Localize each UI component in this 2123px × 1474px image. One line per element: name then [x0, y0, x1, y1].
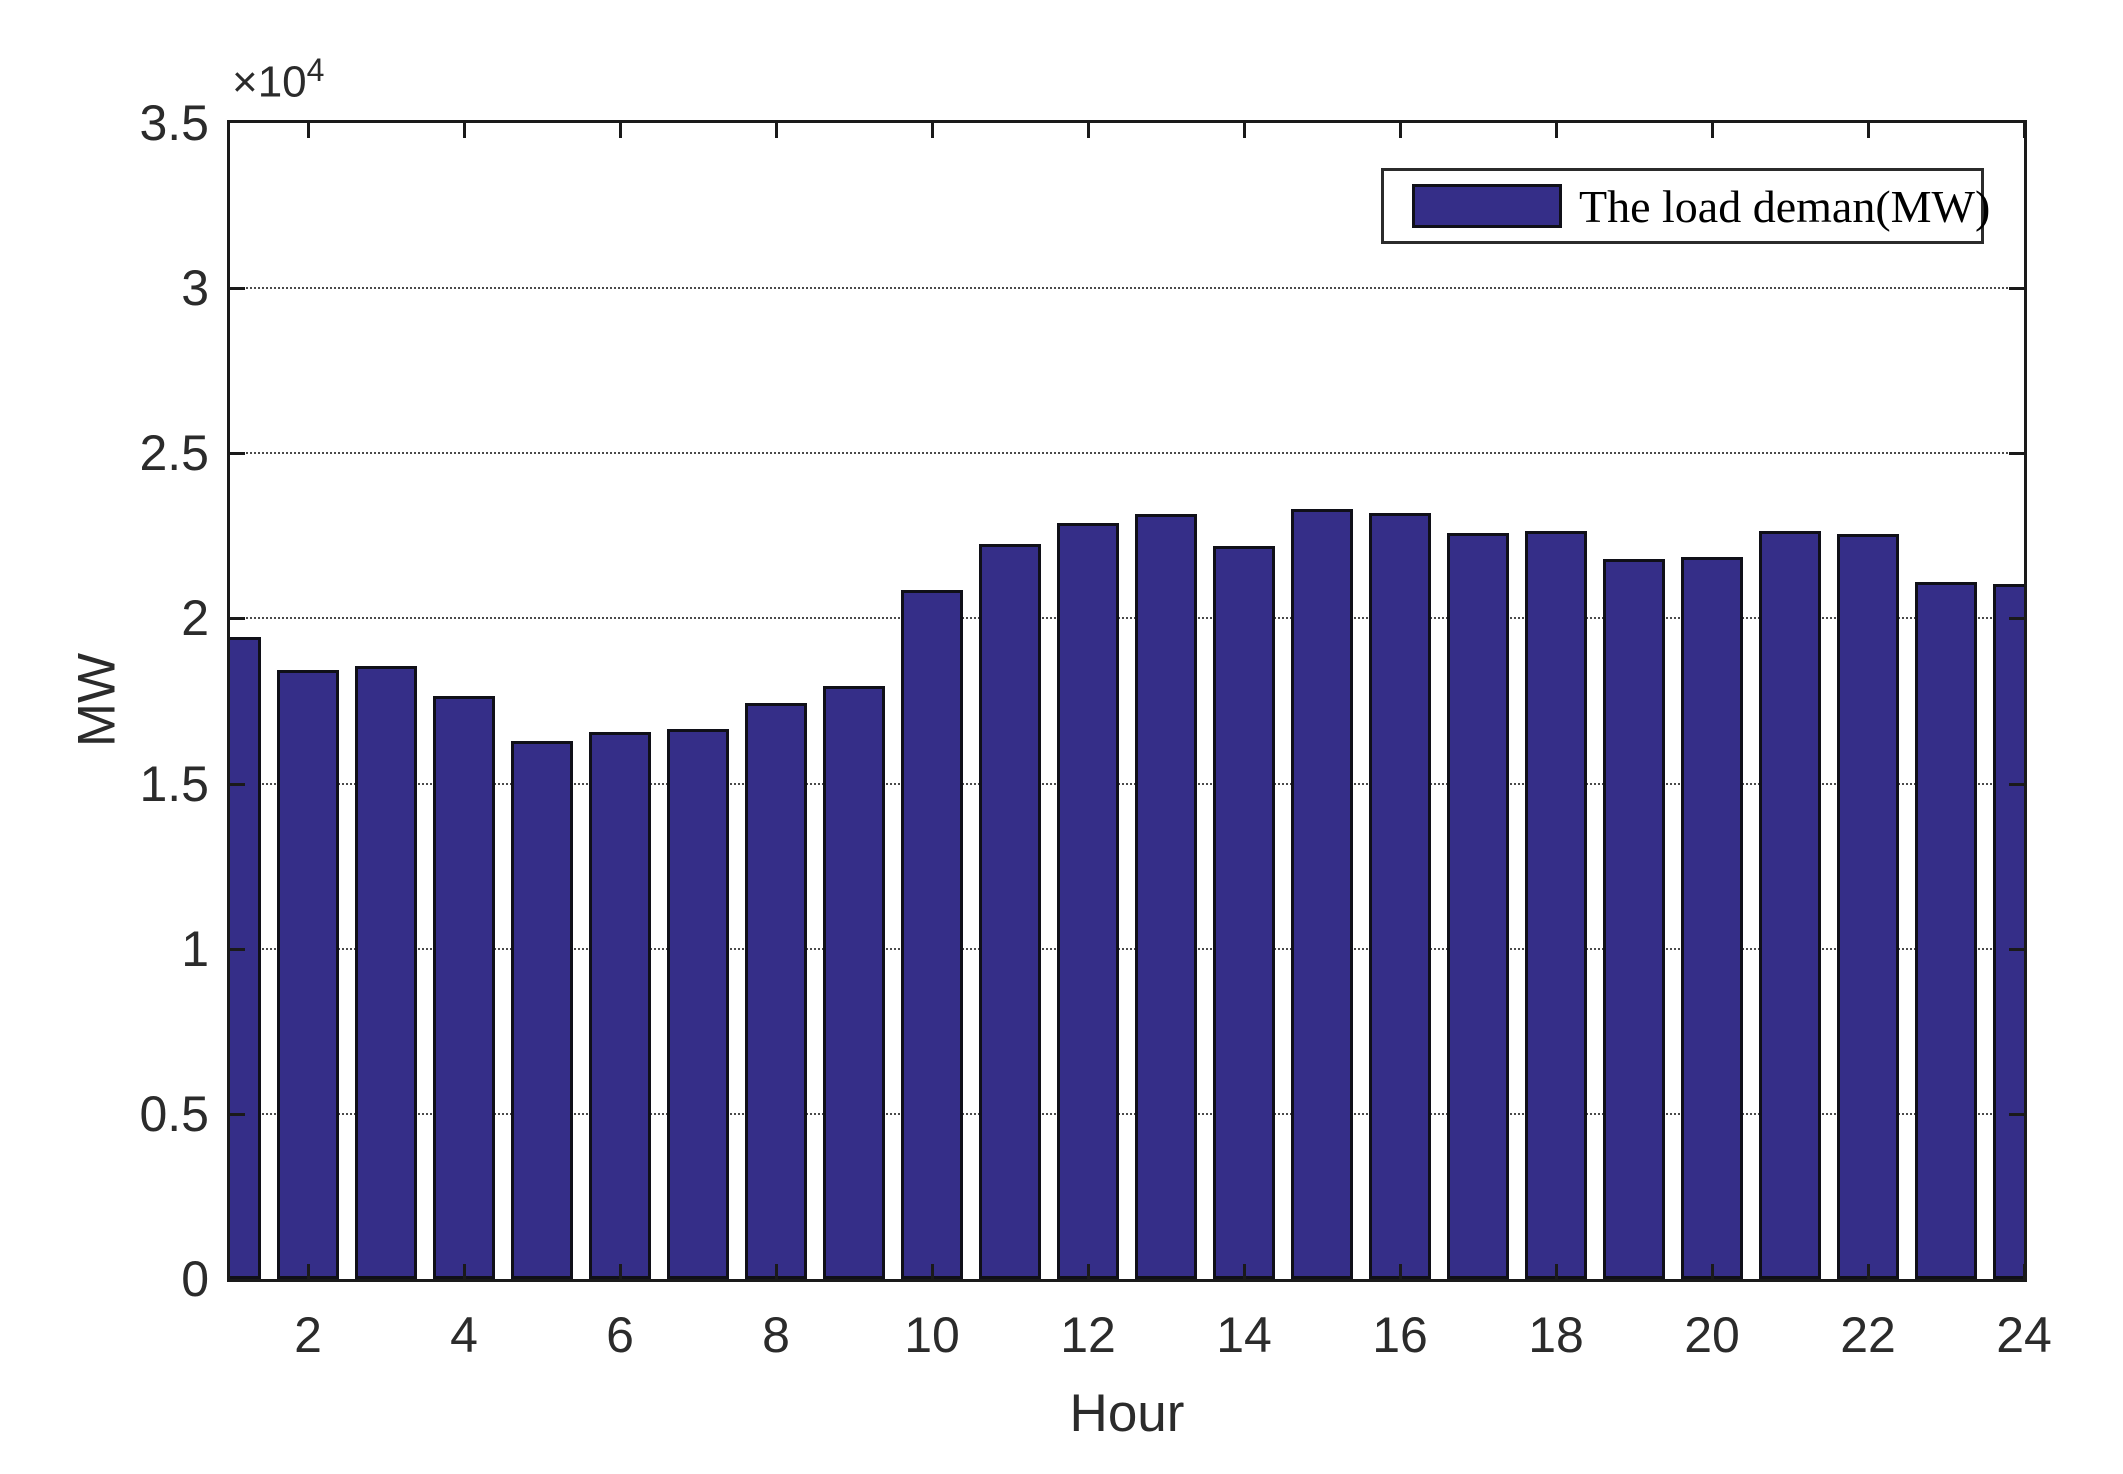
y-gridline [230, 1112, 2024, 1115]
x-tick-label: 6 [606, 1307, 634, 1363]
x-tick-label: 10 [904, 1307, 960, 1363]
x-tick-label: 18 [1528, 1307, 1584, 1363]
bar [1914, 582, 1978, 1279]
bar [1524, 530, 1588, 1279]
bar [1134, 514, 1198, 1279]
y-tick-mark [230, 947, 245, 951]
x-tick-mark [775, 1264, 778, 1279]
legend-series-label: The load deman(MW) [1579, 180, 1991, 232]
x-tick-mark [1867, 1264, 1870, 1279]
x-tick-label: 14 [1216, 1307, 1272, 1363]
bar [744, 702, 808, 1279]
bar [1836, 534, 1900, 1279]
x-tick-label: 22 [1840, 1307, 1896, 1363]
legend-box: The load deman(MW) [1381, 168, 1990, 244]
bar [1680, 557, 1744, 1279]
x-tick-label: 12 [1060, 1307, 1116, 1363]
x-tick-mark [1399, 1264, 1402, 1279]
y-tick-label: 2 [181, 590, 209, 647]
exponent-power: 4 [306, 52, 325, 88]
y-tick-mark-right [2009, 617, 2024, 621]
bar [1290, 509, 1354, 1279]
x-tick-mark-top [775, 123, 778, 138]
y-tick-label: 3.5 [139, 95, 209, 151]
x-tick-mark [463, 1264, 466, 1279]
x-tick-mark-top [1555, 123, 1558, 138]
y-tick-mark-right [2009, 947, 2024, 951]
y-tick-label: 0.5 [139, 1085, 209, 1142]
y-tick-label: 0 [181, 1251, 209, 1307]
x-axis-title: Hour [1069, 1384, 1185, 1443]
x-tick-mark [1087, 1264, 1090, 1279]
y-tick-label: 1.5 [139, 755, 209, 812]
legend-color-swatch [1412, 184, 1562, 228]
y-tick-label: 1 [181, 920, 209, 977]
x-tick-mark-top [931, 123, 934, 138]
bar [822, 686, 886, 1279]
y-tick-mark-right [2009, 287, 2024, 291]
bar [1212, 545, 1276, 1279]
bar [1602, 558, 1666, 1279]
x-tick-mark-top [619, 123, 622, 138]
x-tick-mark [1555, 1264, 1558, 1279]
bar [230, 636, 262, 1279]
x-tick-label: 20 [1684, 1307, 1740, 1363]
y-axis-title: MW [67, 652, 127, 748]
x-tick-mark [1711, 1264, 1714, 1279]
plot-clip-region [230, 123, 2024, 1279]
bar [1056, 522, 1120, 1279]
x-tick-label: 8 [762, 1307, 790, 1363]
y-tick-mark [230, 617, 245, 621]
y-tick-mark-right [2009, 452, 2024, 456]
y-gridline [230, 452, 2024, 455]
y-gridline [230, 782, 2024, 785]
x-tick-mark-top [1711, 123, 1714, 138]
y-gridline [230, 617, 2024, 620]
bar [900, 590, 964, 1279]
x-tick-mark-top [307, 123, 310, 138]
y-tick-label: 2.5 [139, 425, 209, 482]
y-tick-mark [230, 782, 245, 786]
y-tick-mark [230, 1112, 245, 1116]
y-gridline [230, 947, 2024, 950]
x-tick-label: 4 [450, 1307, 478, 1363]
y-tick-label: 3 [181, 260, 209, 317]
x-tick-mark [619, 1264, 622, 1279]
plot-area [227, 120, 2027, 1282]
x-tick-mark-top [2023, 123, 2024, 138]
x-tick-mark [307, 1264, 310, 1279]
x-tick-mark [931, 1264, 934, 1279]
bar [666, 729, 730, 1279]
x-tick-mark [2023, 1264, 2024, 1279]
bar [1446, 532, 1510, 1279]
y-tick-mark [230, 452, 245, 456]
x-tick-mark [1243, 1264, 1246, 1279]
bar [276, 669, 340, 1279]
x-tick-label: 2 [294, 1307, 322, 1363]
exponent-base: ×10 [232, 57, 307, 107]
x-tick-mark-top [1399, 123, 1402, 138]
bar [510, 740, 574, 1279]
bar [1992, 583, 2024, 1279]
y-tick-mark-right [2009, 1112, 2024, 1116]
y-tick-mark-right [2009, 782, 2024, 786]
x-tick-mark-top [1243, 123, 1246, 138]
bar [354, 666, 418, 1279]
bar [1758, 530, 1822, 1279]
bar [978, 544, 1042, 1279]
y-gridline [230, 287, 2024, 290]
bar [588, 732, 652, 1279]
bar [1368, 512, 1432, 1279]
bar [432, 696, 496, 1279]
x-tick-label: 24 [1996, 1307, 2052, 1363]
x-tick-mark-top [1867, 123, 1870, 138]
y-axis-exponent-label: ×104 [232, 52, 324, 108]
y-tick-mark [230, 287, 245, 291]
x-tick-mark-top [463, 123, 466, 138]
x-tick-mark-top [1087, 123, 1090, 138]
x-tick-label: 16 [1372, 1307, 1428, 1363]
